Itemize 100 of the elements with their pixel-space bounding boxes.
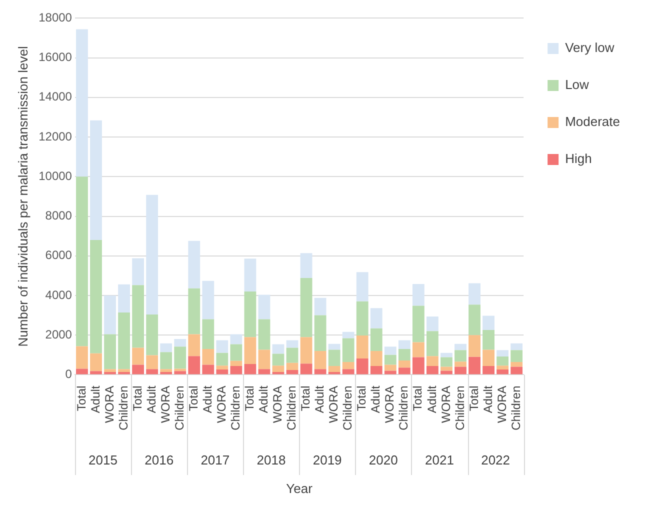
bar [286, 348, 298, 363]
x-tick-label: Adult [368, 385, 383, 414]
x-tick-label: Total [410, 386, 425, 412]
bar [384, 370, 396, 374]
bar [258, 369, 270, 374]
x-tick-label: Total [298, 386, 313, 412]
bar [328, 344, 340, 350]
bar [202, 364, 214, 374]
bar [230, 344, 242, 361]
bar [202, 280, 214, 320]
bar [426, 356, 438, 366]
y-tick-label: 4000 [45, 288, 72, 302]
legend-label: Very low [565, 40, 615, 56]
bar [370, 328, 382, 351]
y-axis-title: Number of individuals per malaria transmission level [15, 46, 30, 347]
bar [160, 369, 172, 372]
bar [104, 295, 116, 334]
x-tick-label: Total [354, 386, 369, 412]
bar [468, 356, 480, 374]
bar [496, 350, 509, 356]
bar [258, 350, 270, 370]
x-tick-label: Adult [480, 385, 495, 414]
bar [468, 335, 480, 357]
x-tick-label: Children [228, 386, 242, 430]
x-tick-label: Total [242, 386, 257, 412]
bar [454, 362, 466, 367]
y-tick-label: 6000 [45, 248, 72, 262]
legend-label: Low [565, 77, 590, 92]
bar [76, 29, 88, 177]
bar [440, 370, 452, 374]
bar [118, 312, 130, 370]
bar [482, 350, 494, 366]
bar [272, 354, 284, 366]
x-tick-label: Children [284, 386, 299, 430]
x-axis-title: Year [286, 480, 314, 496]
x-tick-label: Adult [144, 385, 158, 414]
text: 2021 [425, 452, 454, 468]
bar [76, 368, 88, 374]
bar [328, 350, 340, 366]
bar [132, 285, 144, 348]
bar [146, 369, 158, 374]
bar [76, 346, 88, 369]
bar [244, 258, 256, 292]
bar [132, 348, 144, 365]
bar [90, 371, 102, 374]
x-tick-label: Total [74, 386, 88, 412]
x-tick-label: WORA [494, 386, 509, 424]
bar [216, 352, 228, 366]
bar [454, 366, 466, 374]
bar [412, 342, 424, 358]
bar [510, 350, 523, 362]
y-tick-label: 18000 [38, 10, 72, 25]
bar [510, 343, 523, 350]
bar [216, 366, 228, 370]
bar [230, 334, 242, 344]
bar [356, 335, 368, 358]
bar [454, 350, 466, 362]
bar [90, 240, 102, 354]
bar [258, 319, 270, 350]
bar [244, 292, 256, 338]
legend-label: Moderate [565, 114, 620, 130]
text: 2015 [88, 452, 118, 468]
bar [286, 340, 298, 348]
bar [384, 346, 396, 355]
bar [132, 364, 144, 374]
bar [412, 357, 424, 374]
bar [202, 348, 214, 365]
bar [202, 319, 214, 349]
x-tick-label: WORA [102, 386, 116, 424]
bar [398, 348, 410, 360]
bar [314, 350, 326, 370]
bar [314, 298, 326, 316]
bar [356, 358, 368, 374]
bar [314, 369, 326, 374]
bar [118, 369, 130, 372]
bar [258, 294, 270, 320]
bar [384, 354, 396, 365]
bar [230, 360, 242, 366]
x-tick-label: Adult [312, 385, 327, 414]
x-tick-label: WORA [382, 386, 397, 424]
text: 2020 [368, 452, 398, 468]
bar [146, 355, 158, 370]
bar [286, 370, 298, 374]
bar [244, 364, 256, 374]
bar [398, 368, 410, 374]
bar [188, 356, 200, 374]
bar [160, 343, 172, 352]
bar [398, 360, 410, 368]
bar [356, 301, 368, 336]
bar [370, 366, 382, 374]
bar [398, 340, 410, 349]
bar [426, 366, 438, 374]
bar [90, 120, 102, 240]
bar [188, 240, 200, 288]
bar [104, 369, 116, 372]
bar [230, 366, 242, 374]
y-tick-label: 14000 [38, 90, 72, 104]
x-tick-label: Children [172, 386, 186, 430]
bar [300, 337, 312, 364]
bar [468, 283, 480, 305]
